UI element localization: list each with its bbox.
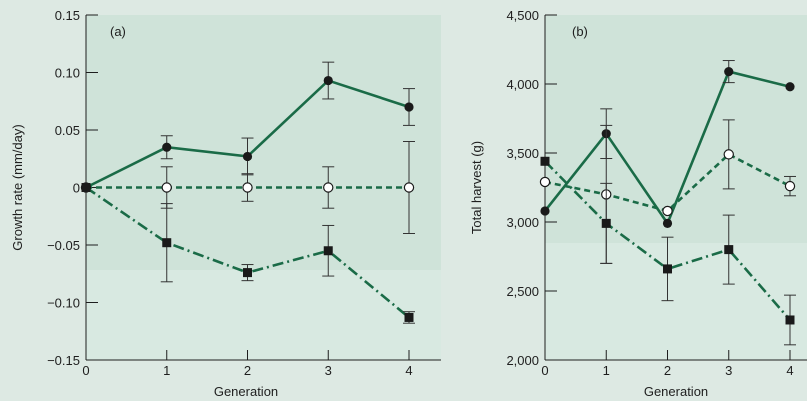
data-point-square: [601, 218, 611, 228]
y-tick-label: 2,000: [506, 353, 539, 368]
data-point-square: [404, 312, 414, 322]
data-point-circle: [785, 82, 795, 92]
y-tick-label: 0.05: [55, 123, 80, 138]
data-point-open-circle: [723, 149, 734, 160]
data-point-circle: [724, 66, 734, 77]
y-tick-label: −0.10: [47, 296, 80, 311]
y-tick-label: −0.15: [47, 353, 80, 368]
y-axis-label: Growth rate (mm/day): [10, 124, 25, 250]
data-point-circle: [242, 151, 253, 162]
data-point-open-circle: [539, 176, 551, 188]
x-tick-label: 3: [725, 363, 732, 378]
data-point-open-circle: [161, 182, 172, 193]
x-tick-label: 4: [786, 363, 793, 378]
chart-panel-b: 2,000 2,500 3,000 3,500 4,000 4,500 0 1 2 3 4 Gener…: [469, 8, 807, 399]
data-point-open-circle: [784, 180, 796, 192]
data-point-open-circle: [403, 182, 415, 193]
data-point-open-circle: [323, 182, 334, 193]
y-tick-label: 0.15: [55, 8, 80, 23]
data-point-square: [162, 238, 172, 248]
chart-panel-a: −0.15 −0.10 −0.05 0 0.05 0.10 0.15 0 1 2 3 4 Generat…: [10, 8, 441, 399]
data-point-circle: [323, 75, 333, 86]
y-tick-label: −0.05: [47, 238, 80, 253]
panel-label: (a): [110, 24, 126, 39]
y-tick-label: 3,000: [506, 215, 539, 230]
x-axis-label: Generation: [214, 384, 278, 399]
data-point-circle: [662, 218, 673, 228]
y-tick-label: 4,500: [506, 8, 539, 23]
plot-area-b-lower-band: [545, 243, 807, 360]
plot-area-a-lower-band: [86, 270, 441, 360]
y-tick-label: 0.10: [55, 66, 80, 81]
x-tick-label: 2: [664, 363, 671, 378]
data-point-circle: [404, 102, 414, 112]
x-tick-label: 0: [82, 363, 89, 378]
panel-label: (b): [572, 24, 588, 39]
data-point-square: [81, 183, 91, 192]
y-tick-label: 2,500: [506, 284, 539, 299]
x-tick-label: 2: [244, 363, 251, 378]
y-axis-label: Total harvest (g): [469, 141, 484, 234]
x-tick-label: 0: [541, 363, 548, 378]
data-point-square: [663, 264, 672, 274]
data-point-open-circle: [662, 205, 673, 217]
data-point-square: [724, 245, 734, 255]
y-tick-label: 4,000: [506, 77, 539, 92]
x-tick-label: 1: [603, 363, 610, 378]
x-tick-label: 4: [405, 363, 412, 378]
y-tick-label: 0: [73, 181, 80, 196]
data-point-square: [540, 156, 550, 166]
data-point-circle: [162, 142, 172, 152]
x-tick-label: 1: [163, 363, 170, 378]
y-tick-label: 3,500: [506, 146, 539, 161]
x-tick-label: 3: [325, 363, 332, 378]
data-point-square: [785, 315, 795, 325]
data-point-square: [243, 268, 252, 278]
data-point-open-circle: [242, 182, 253, 193]
x-axis-label: Generation: [644, 384, 708, 399]
data-point-circle: [540, 206, 550, 216]
data-point-square: [323, 246, 333, 256]
